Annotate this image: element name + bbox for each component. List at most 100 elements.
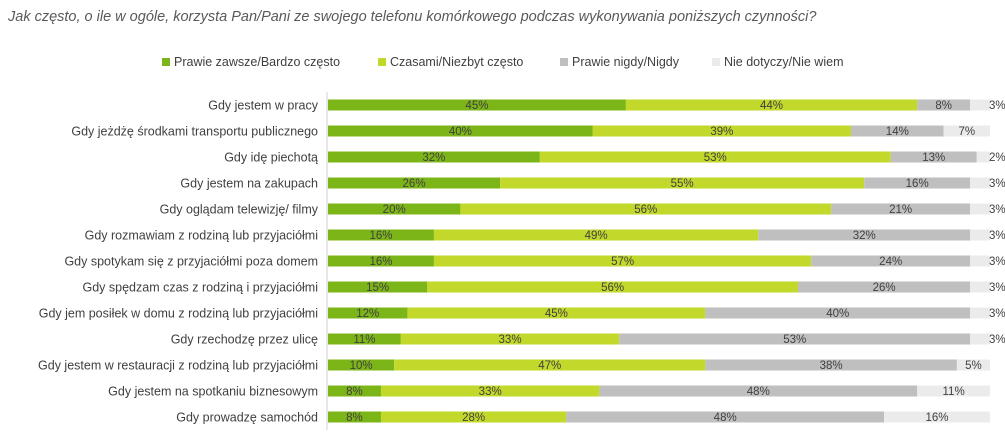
data-label: 16% xyxy=(906,178,929,190)
bar-segment-4 xyxy=(970,229,990,241)
data-label: 7% xyxy=(959,126,976,138)
bar-segment-1 xyxy=(328,359,395,371)
bar-segment-3 xyxy=(811,255,971,267)
category-label: Gdy jestem na zakupach xyxy=(180,177,318,191)
data-label: 11% xyxy=(353,334,375,346)
data-label: 38% xyxy=(820,360,843,372)
data-label: 8% xyxy=(346,386,363,398)
bar-segment-3 xyxy=(850,125,944,137)
bar-segment-1 xyxy=(328,333,401,345)
bar-segment-3 xyxy=(758,229,971,241)
bar-segment-2 xyxy=(433,229,759,241)
data-label: 56% xyxy=(634,204,657,216)
legend-item-1: Prawie zawsze/Bardzo często xyxy=(162,55,340,69)
data-label: 3% xyxy=(989,334,1005,346)
data-label: 33% xyxy=(479,386,502,398)
data-label: 53% xyxy=(704,152,727,164)
bar-segment-3 xyxy=(705,307,971,319)
data-label: 14% xyxy=(886,126,909,138)
legend-label: Czasami/Niezbyt często xyxy=(390,55,524,69)
legend-swatch xyxy=(378,58,386,66)
bar-segment-4 xyxy=(970,255,990,267)
data-label: 16% xyxy=(926,412,949,424)
bar-segment-4 xyxy=(917,385,990,397)
bar-segment-4 xyxy=(970,333,990,345)
bar-segment-2 xyxy=(380,411,567,423)
data-label: 13% xyxy=(922,152,945,164)
bar-segment-1 xyxy=(328,99,626,111)
legend-label: Prawie nigdy/Nigdy xyxy=(572,55,679,69)
bar-segment-1 xyxy=(328,255,434,267)
data-label: 20% xyxy=(383,204,406,216)
bar-segment-1 xyxy=(328,411,381,423)
category-label: Gdy prowadzę samochód xyxy=(176,411,318,425)
data-label: 28% xyxy=(462,412,485,424)
data-label: 3% xyxy=(989,308,1005,320)
category-label: Gdy jestem na spotkaniu biznesowym xyxy=(108,385,318,399)
chart-legend: Prawie zawsze/Bardzo często Czasami/Niezb… xyxy=(0,55,1005,71)
bar-segment-2 xyxy=(539,151,891,163)
data-label: 8% xyxy=(935,100,952,112)
data-label: 40% xyxy=(449,126,472,138)
category-label: Gdy oglądam telewizję/ filmy xyxy=(160,203,319,217)
bar-segment-2 xyxy=(433,255,812,267)
data-label: 55% xyxy=(671,178,694,190)
category-label: Gdy jestem w pracy xyxy=(208,99,319,113)
bar-segment-4 xyxy=(976,151,990,163)
data-label: 16% xyxy=(369,256,392,268)
data-label: 3% xyxy=(989,282,1005,294)
data-label: 8% xyxy=(346,412,363,424)
bar-segment-2 xyxy=(380,385,600,397)
bar-segment-2 xyxy=(500,177,865,189)
data-label: 44% xyxy=(760,100,783,112)
category-label: Gdy rzechodzę przez ulicę xyxy=(171,333,318,347)
data-label: 3% xyxy=(989,230,1005,242)
data-label: 53% xyxy=(783,334,806,346)
data-label: 3% xyxy=(989,178,1005,190)
legend-swatch xyxy=(712,58,720,66)
bar-segment-1 xyxy=(328,229,434,241)
bar-segment-3 xyxy=(831,203,971,215)
category-label: Gdy spotykam się z przyjaciółmi poza dom… xyxy=(64,255,318,269)
bar-segment-3 xyxy=(599,385,918,397)
chart-title: Jak często, o ile w ogóle, korzysta Pan/… xyxy=(8,9,817,25)
data-label: 49% xyxy=(585,230,608,242)
bar-segment-4 xyxy=(943,125,990,137)
data-label: 15% xyxy=(366,282,389,294)
bar-segment-4 xyxy=(956,359,990,371)
data-label: 21% xyxy=(889,204,912,216)
legend-label: Nie dotyczy/Nie wiem xyxy=(724,55,844,69)
bar-segment-3 xyxy=(566,411,885,423)
bar-segment-4 xyxy=(970,203,990,215)
bar-segment-2 xyxy=(407,307,706,319)
data-label: 40% xyxy=(826,308,849,320)
bar-segment-1 xyxy=(328,125,593,137)
bar-segment-4 xyxy=(970,177,990,189)
category-label: Gdy spędzam czas z rodziną i przyjaciółm… xyxy=(83,281,319,295)
legend-label: Prawie zawsze/Bardzo często xyxy=(174,55,341,69)
data-label: 57% xyxy=(611,256,634,268)
data-label: 33% xyxy=(499,334,522,346)
bar-segment-1 xyxy=(328,281,428,293)
data-label: 24% xyxy=(879,256,902,268)
bar-segment-1 xyxy=(328,151,540,163)
data-label: 39% xyxy=(710,126,733,138)
category-label: Gdy jestem w restauracji z rodziną lub p… xyxy=(38,359,318,373)
legend-item-3: Prawie nigdy/Nigdy xyxy=(560,55,679,69)
data-label: 3% xyxy=(989,256,1005,268)
bar-segment-2 xyxy=(460,203,832,215)
data-label: 56% xyxy=(601,282,624,294)
bar-segment-1 xyxy=(328,177,501,189)
bar-segment-4 xyxy=(970,99,990,111)
legend-swatch xyxy=(162,58,170,66)
data-label: 45% xyxy=(545,308,568,320)
bar-segment-4 xyxy=(970,307,990,319)
bar-segment-2 xyxy=(625,99,918,111)
data-label: 26% xyxy=(403,178,426,190)
bar-segment-3 xyxy=(619,333,971,345)
data-label: 48% xyxy=(714,412,737,424)
bar-segment-2 xyxy=(427,281,799,293)
bar-segment-3 xyxy=(705,359,957,371)
legend-item-4: Nie dotyczy/Nie wiem xyxy=(712,55,843,69)
data-label: 47% xyxy=(538,360,561,372)
